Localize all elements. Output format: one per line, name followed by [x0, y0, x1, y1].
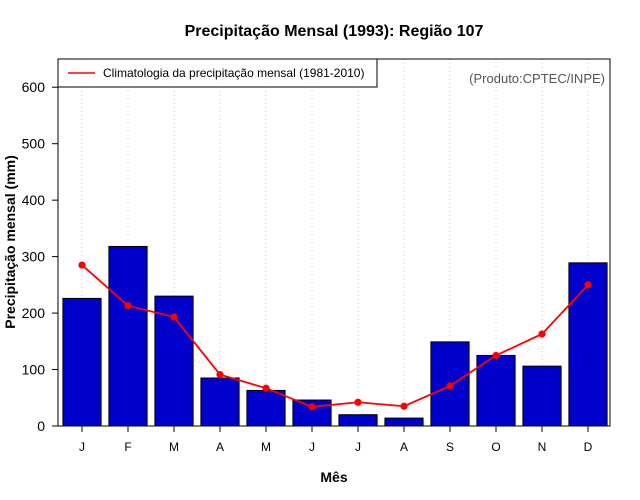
- bar-4: [200, 377, 240, 427]
- climatology-point-7: [354, 398, 362, 406]
- x-tick-label: F: [124, 440, 131, 454]
- bar-5: [246, 389, 286, 427]
- bar-10: [476, 354, 516, 427]
- y-tick-label: 0: [37, 418, 45, 434]
- climatology-point-9: [446, 382, 454, 390]
- climatology-point-8: [400, 402, 408, 410]
- x-tick-label: A: [216, 440, 224, 454]
- x-tick-label: D: [584, 440, 593, 454]
- product-annotation: (Produto:CPTEC/INPE): [469, 71, 605, 86]
- y-tick-label: 200: [22, 305, 46, 321]
- y-tick-label: 300: [22, 249, 46, 265]
- x-tick-label: S: [446, 440, 454, 454]
- climatology-point-5: [262, 384, 270, 392]
- legend-entry-climatology: Climatologia da precipitação mensal (198…: [103, 66, 364, 80]
- x-tick-label: N: [538, 440, 547, 454]
- y-tick-label: 100: [22, 362, 46, 378]
- y-axis-label: Precipitação mensal (mm): [2, 155, 18, 329]
- climatology-point-1: [78, 261, 86, 269]
- climatology-point-11: [538, 330, 546, 338]
- x-tick-label: J: [355, 440, 361, 454]
- climatology-point-3: [170, 313, 178, 321]
- x-tick-label: M: [169, 440, 179, 454]
- bar-1: [62, 297, 102, 427]
- climatology-line-series: [78, 261, 592, 411]
- x-tick-label: O: [491, 440, 500, 454]
- y-axis: 0 100 200 300 400 500 600: [22, 79, 58, 434]
- bar-12: [568, 262, 608, 427]
- x-tick-label: J: [309, 440, 315, 454]
- bar-11: [522, 365, 562, 427]
- bar-7: [338, 414, 378, 427]
- x-tick-label: J: [79, 440, 85, 454]
- climatology-point-4: [216, 371, 224, 379]
- x-tick-label: A: [400, 440, 408, 454]
- bar-8: [384, 417, 424, 427]
- y-tick-label: 400: [22, 192, 46, 208]
- x-tick-label: M: [261, 440, 271, 454]
- x-axis-label: Mês: [320, 469, 347, 485]
- climatology-line: [81, 264, 589, 408]
- climatology-point-12: [584, 281, 592, 289]
- chart-title: Precipitação Mensal (1993): Região 107: [185, 23, 484, 40]
- bar-series: [62, 245, 608, 427]
- bar-2: [108, 245, 148, 427]
- climatology-point-6: [308, 403, 316, 411]
- y-tick-label: 500: [22, 136, 46, 152]
- legend-box: [57, 58, 378, 88]
- legend: Climatologia da precipitação mensal (198…: [57, 58, 378, 88]
- climatology-point-10: [492, 351, 500, 360]
- y-tick-label: 600: [22, 79, 46, 95]
- climatology-point-2: [124, 302, 132, 310]
